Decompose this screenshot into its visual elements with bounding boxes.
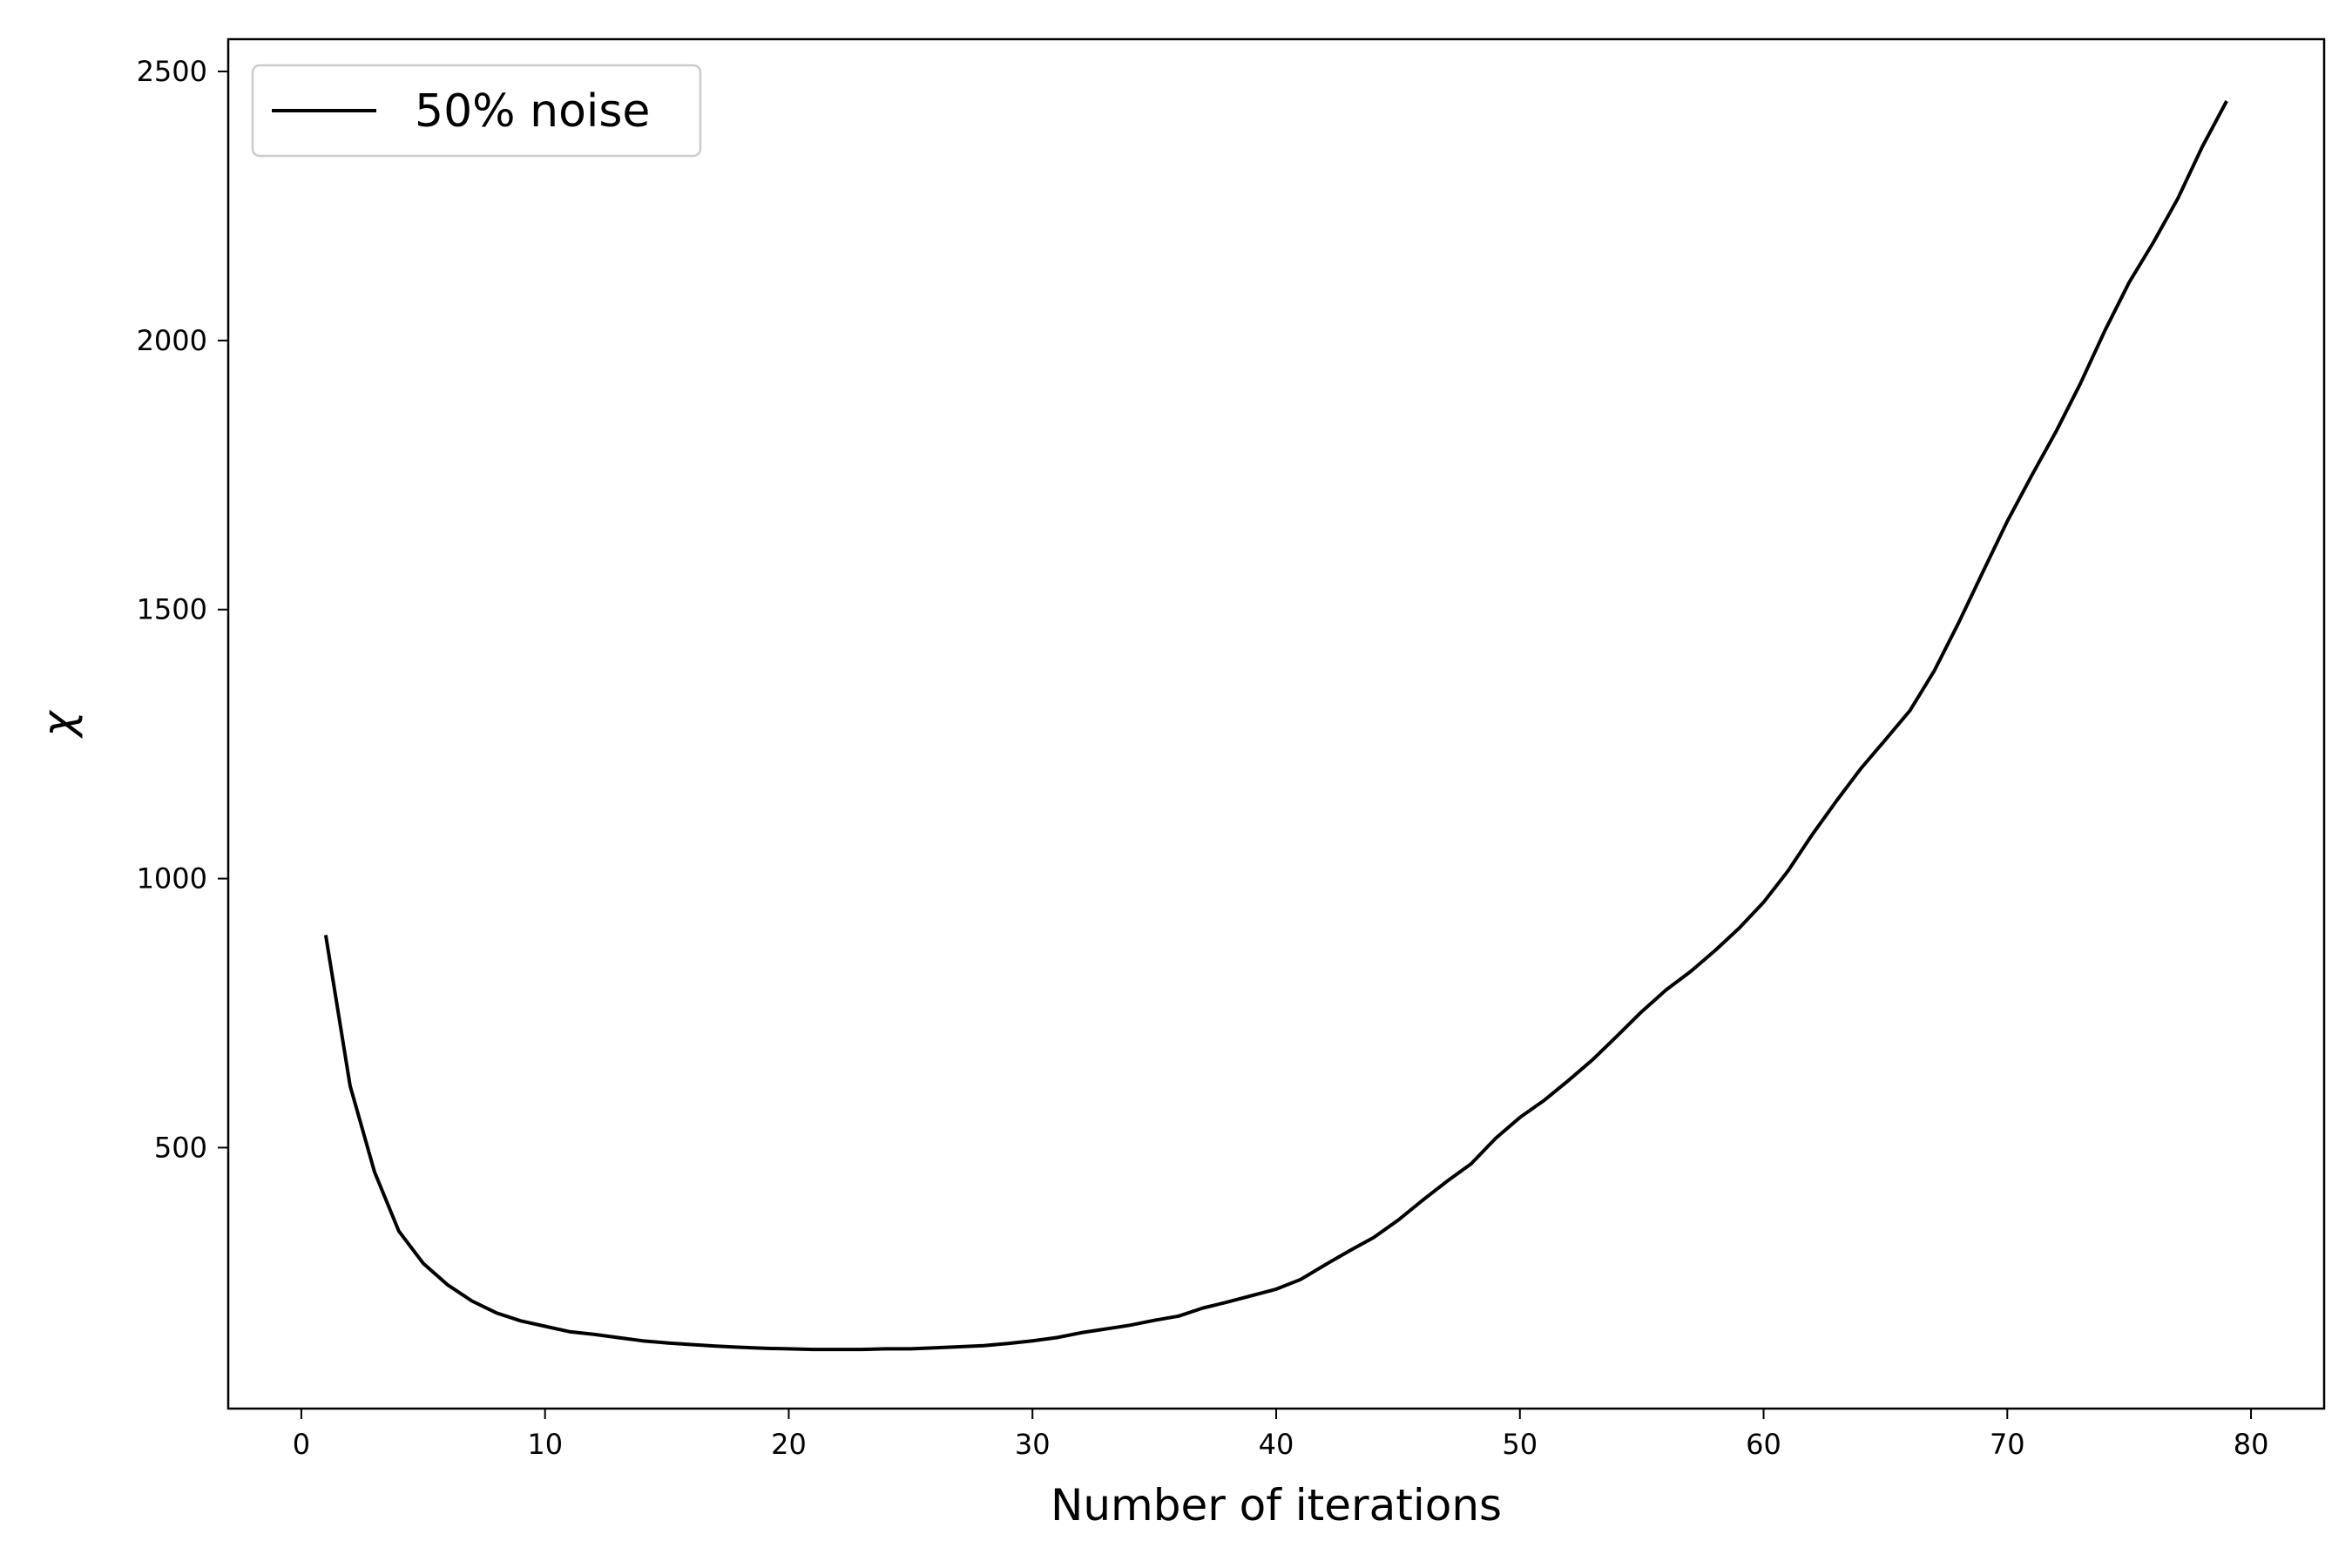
y-tick-label: 1000 — [137, 862, 207, 896]
series-layer — [323, 100, 2228, 1352]
y-tick-label: 2500 — [137, 55, 207, 88]
x-tick-label: 40 — [1259, 1428, 1294, 1461]
x-tick-label: 70 — [1990, 1428, 2025, 1461]
y-axis-ticks: 500 1000 1500 2000 2500 — [137, 55, 228, 1164]
series-line-0 — [323, 100, 2228, 1352]
y-axis-label: χ — [33, 709, 84, 740]
plot-area — [228, 39, 2324, 1409]
legend: 50% noise — [251, 64, 702, 158]
x-tick-label: 80 — [2234, 1428, 2269, 1461]
x-axis-label: Number of iterations — [1051, 1480, 1502, 1531]
x-tick-label: 0 — [293, 1428, 310, 1461]
x-tick-label: 50 — [1502, 1428, 1538, 1461]
legend-label: 50% noise — [415, 85, 650, 138]
y-tick-label: 2000 — [137, 324, 207, 357]
x-axis-ticks: 0 10 20 30 40 50 60 70 80 — [293, 1409, 2269, 1461]
y-tick-label: 500 — [154, 1131, 207, 1164]
x-tick-label: 20 — [771, 1428, 807, 1461]
x-tick-label: 10 — [527, 1428, 563, 1461]
legend-box — [251, 64, 702, 158]
x-tick-label: 60 — [1746, 1428, 1781, 1461]
x-tick-label: 30 — [1015, 1428, 1051, 1461]
y-tick-label: 1500 — [137, 593, 207, 626]
